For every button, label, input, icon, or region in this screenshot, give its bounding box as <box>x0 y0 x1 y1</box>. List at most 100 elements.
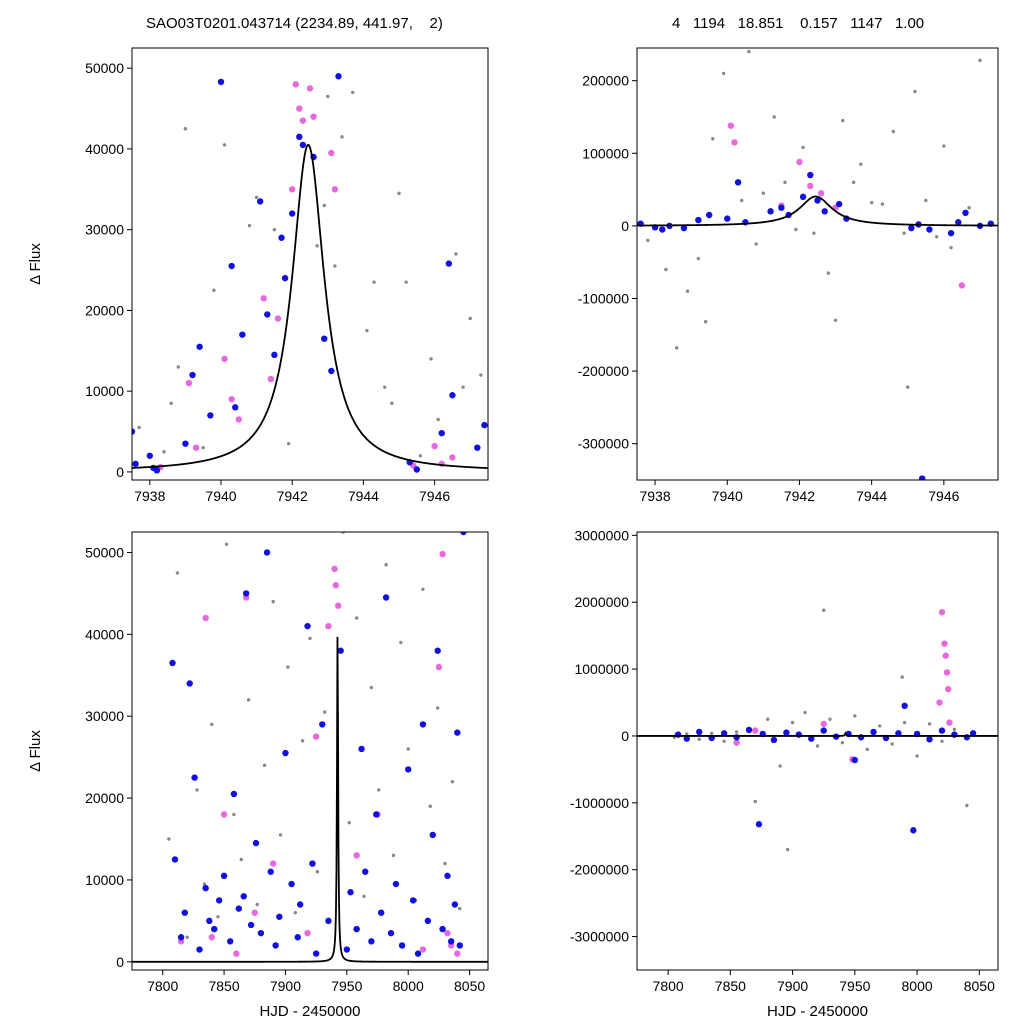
x-tick-label: 7944 <box>856 488 887 504</box>
data-point <box>373 811 380 818</box>
data-point <box>185 935 189 939</box>
data-point <box>680 224 688 232</box>
data-point <box>398 942 406 949</box>
data-point <box>450 780 455 784</box>
data-point <box>212 288 216 292</box>
model-curve <box>637 731 998 737</box>
data-point <box>808 735 815 742</box>
data-point <box>378 909 385 916</box>
y-tick-label: -3000000 <box>570 929 629 945</box>
data-point <box>942 652 949 659</box>
data-point <box>924 198 928 203</box>
data-point <box>292 81 299 88</box>
panel-top-left: 7938 7940 7942 7944 7946 0 10000 20000 30000 4000… <box>27 47 489 504</box>
data-point <box>474 444 481 451</box>
data-point <box>269 860 277 867</box>
data-point <box>224 542 229 546</box>
data-point <box>372 280 376 284</box>
data-point <box>351 90 355 95</box>
plot-frame <box>131 47 489 481</box>
data-point <box>711 137 715 141</box>
data-point <box>696 728 703 736</box>
x-axis-label: HJD - 2450000 <box>767 1003 868 1020</box>
data-point <box>439 925 446 933</box>
data-point <box>962 209 969 217</box>
data-point <box>721 71 726 76</box>
data-point <box>772 115 776 119</box>
series-magenta <box>733 609 953 763</box>
data-point <box>201 446 205 450</box>
data-point <box>890 742 894 746</box>
data-point <box>799 193 807 201</box>
data-point <box>936 699 943 706</box>
plot-area <box>132 532 488 963</box>
figure-title-right: 4 1194 18.851 0.157 1147 1.00 <box>672 15 925 32</box>
data-point <box>733 739 740 746</box>
data-point <box>947 229 955 237</box>
data-point <box>255 902 259 907</box>
data-point <box>328 149 335 157</box>
data-point <box>951 731 958 738</box>
data-point <box>803 710 807 715</box>
series-magenta <box>727 122 966 289</box>
data-point <box>254 195 259 200</box>
data-point <box>696 256 701 261</box>
y-tick-label: 1000000 <box>574 661 629 677</box>
data-point <box>347 889 354 896</box>
data-point <box>778 204 785 211</box>
data-point <box>421 587 425 592</box>
series-gray <box>137 90 483 458</box>
x-tick-label: 7950 <box>331 978 362 994</box>
data-point <box>456 942 463 949</box>
data-point <box>368 938 375 945</box>
data-point <box>299 117 307 124</box>
panel-bottom-right: 7800 7850 7900 7950 8000 8050 -3000000 -2000000… <box>570 527 999 1020</box>
data-point <box>703 320 708 324</box>
data-point <box>870 728 877 736</box>
data-point <box>761 191 766 195</box>
data-point <box>815 744 820 748</box>
data-point <box>132 428 136 435</box>
data-point <box>263 549 271 556</box>
data-point <box>853 714 857 718</box>
data-point <box>153 467 161 474</box>
data-point <box>309 860 316 867</box>
data-point <box>413 466 420 473</box>
data-point <box>812 231 816 235</box>
data-point <box>208 934 215 941</box>
data-point <box>404 280 408 284</box>
data-point <box>891 129 896 134</box>
data-point <box>938 727 946 734</box>
data-point <box>451 901 459 908</box>
data-point <box>659 226 666 233</box>
y-tick-label: 10000 <box>85 383 124 399</box>
data-point <box>938 609 946 616</box>
data-point <box>289 186 296 193</box>
data-point <box>146 452 153 459</box>
data-point <box>752 727 759 734</box>
data-point <box>942 144 946 148</box>
data-point <box>233 950 240 957</box>
data-point <box>177 934 185 941</box>
data-point <box>444 872 451 880</box>
data-point <box>790 720 795 725</box>
data-point <box>754 242 758 246</box>
data-point <box>435 706 440 710</box>
data-point <box>479 373 483 377</box>
y-axis-label: Δ Flux <box>27 243 44 285</box>
data-point <box>796 158 803 166</box>
series-gray <box>646 49 982 389</box>
data-point <box>315 870 320 874</box>
data-point <box>978 58 982 63</box>
x-tick-label: 8050 <box>964 978 995 994</box>
data-point <box>328 367 335 375</box>
x-tick-label: 7850 <box>715 978 746 994</box>
data-point <box>945 685 952 693</box>
data-point <box>753 799 757 804</box>
x-tick-label: 7942 <box>784 488 815 504</box>
data-point <box>399 640 403 645</box>
data-point <box>695 216 702 224</box>
data-point <box>325 622 332 630</box>
data-point <box>429 831 436 839</box>
